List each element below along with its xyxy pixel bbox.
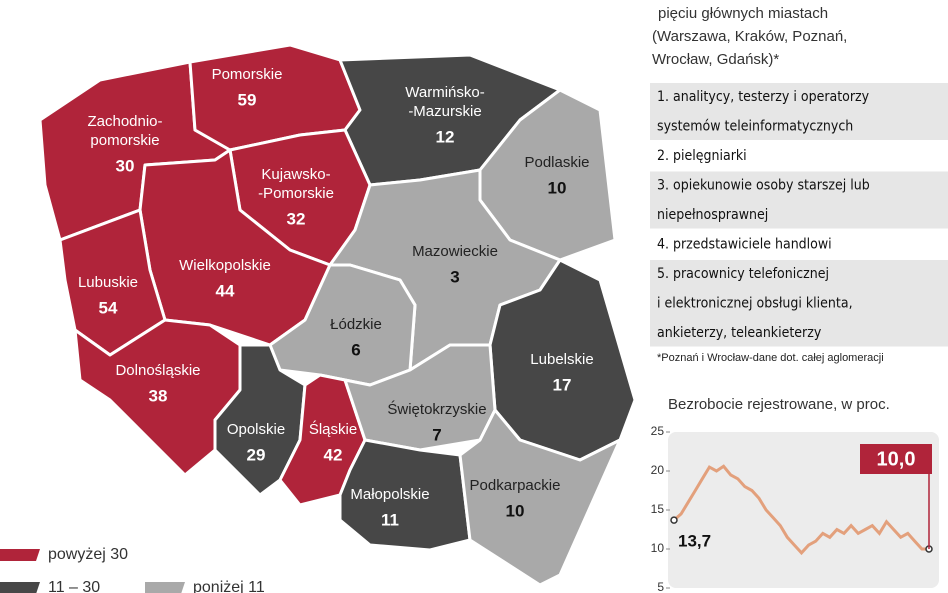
map: Zachodnio-pomorskie 30 Pomorskie 59 Warmińsk…	[0, 43, 637, 593]
region-value: 3	[450, 267, 459, 286]
item-line: 5. pracownicy telefonicznej	[657, 266, 829, 282]
region	[338, 438, 472, 552]
region-name: Podlaskie	[524, 154, 589, 171]
region-value: 30	[116, 156, 135, 175]
legend-label: poniżej 11	[193, 579, 265, 593]
region-name: Kujawsko-	[261, 166, 330, 183]
region-value: 54	[99, 298, 118, 317]
region-value: 42	[324, 445, 343, 464]
intro-line: (Warszawa, Kraków, Poznań,	[652, 28, 847, 45]
region-value: 29	[247, 445, 266, 464]
intro-line: Wrocław, Gdańsk)*	[652, 51, 779, 68]
region-value: 10	[506, 501, 525, 520]
region-name: Małopolskie	[350, 486, 429, 503]
item-band	[650, 83, 948, 140]
region-name: Podkarpackie	[470, 477, 561, 494]
legend-label: 11 – 30	[48, 579, 100, 593]
panel: pięciu głównych miastach (Warszawa, Krakó…	[650, 5, 948, 364]
intro-line: pięciu głównych miastach	[658, 5, 828, 22]
region-value: 7	[432, 425, 441, 444]
item-line: 2. pielęgniarki	[657, 148, 747, 164]
item-line: i elektronicznej obsługi klienta,	[657, 296, 853, 312]
value-label: 10,0	[877, 448, 916, 470]
y-tick-label: 10	[651, 541, 665, 555]
item-line: 1. analitycy, testerzy i operatorzy	[657, 89, 870, 105]
item-band	[650, 260, 948, 347]
region-name: Zachodnio-	[87, 113, 162, 130]
legend-swatch	[0, 549, 40, 561]
value-box	[860, 444, 932, 474]
region-name: Mazowieckie	[412, 243, 498, 260]
item-line: 4. przedstawiciele handlowi	[657, 237, 832, 253]
region-name: Wielkopolskie	[179, 257, 271, 274]
region-value: 44	[216, 281, 235, 300]
region-name: Łódzkie	[330, 316, 382, 333]
y-tick-label: 15	[651, 502, 665, 516]
legend-swatch	[0, 582, 40, 593]
region-name: Dolnośląskie	[115, 362, 200, 379]
region-value: 11	[381, 510, 399, 529]
item-line: ankieterzy, teleankieterzy	[657, 325, 822, 341]
region-name: Świętokrzyskie	[387, 400, 486, 418]
y-tick-label: 25	[651, 424, 665, 438]
region-name: Lubelskie	[530, 351, 593, 368]
region-name: Opolskie	[227, 421, 285, 438]
chart: Bezrobocie rejestrowane, w proc. 5 10 15 20 2…	[651, 396, 939, 593]
region-name: -Mazurskie	[408, 103, 481, 120]
region-name: pomorskie	[90, 132, 159, 149]
region-name: Śląskie	[309, 420, 357, 438]
region-name: Warmińsko-	[405, 84, 484, 101]
region-value: 38	[149, 386, 168, 405]
line	[673, 464, 929, 556]
chart-title: Bezrobocie rejestrowane, w proc.	[668, 396, 890, 413]
region-value: 10	[548, 178, 567, 197]
item-line: 3. opiekunowie osoby starszej lub	[657, 178, 870, 194]
region-value: 32	[287, 209, 306, 228]
y-tick-label: 5	[657, 580, 664, 593]
region-name: Pomorskie	[212, 66, 283, 83]
region-name: -Pomorskie	[258, 185, 334, 202]
end-point	[670, 516, 678, 524]
region-value: 59	[238, 90, 257, 109]
item-line: niepełnosprawnej	[657, 207, 768, 223]
item-band	[650, 171, 948, 229]
region-value: 6	[351, 340, 360, 359]
legend-label: powyżej 30	[48, 546, 128, 563]
value-label: 13,7	[678, 532, 711, 551]
region-name: Lubuskie	[78, 274, 138, 291]
region	[458, 408, 622, 587]
footnote: *Poznań i Wrocław-dane dot. całej aglome…	[657, 352, 884, 364]
region-value: 17	[553, 375, 572, 394]
legend-swatch	[145, 582, 185, 593]
item-line: systemów teleinformatycznych	[657, 119, 853, 135]
y-tick-label: 20	[651, 463, 665, 477]
region-value: 12	[436, 127, 455, 146]
